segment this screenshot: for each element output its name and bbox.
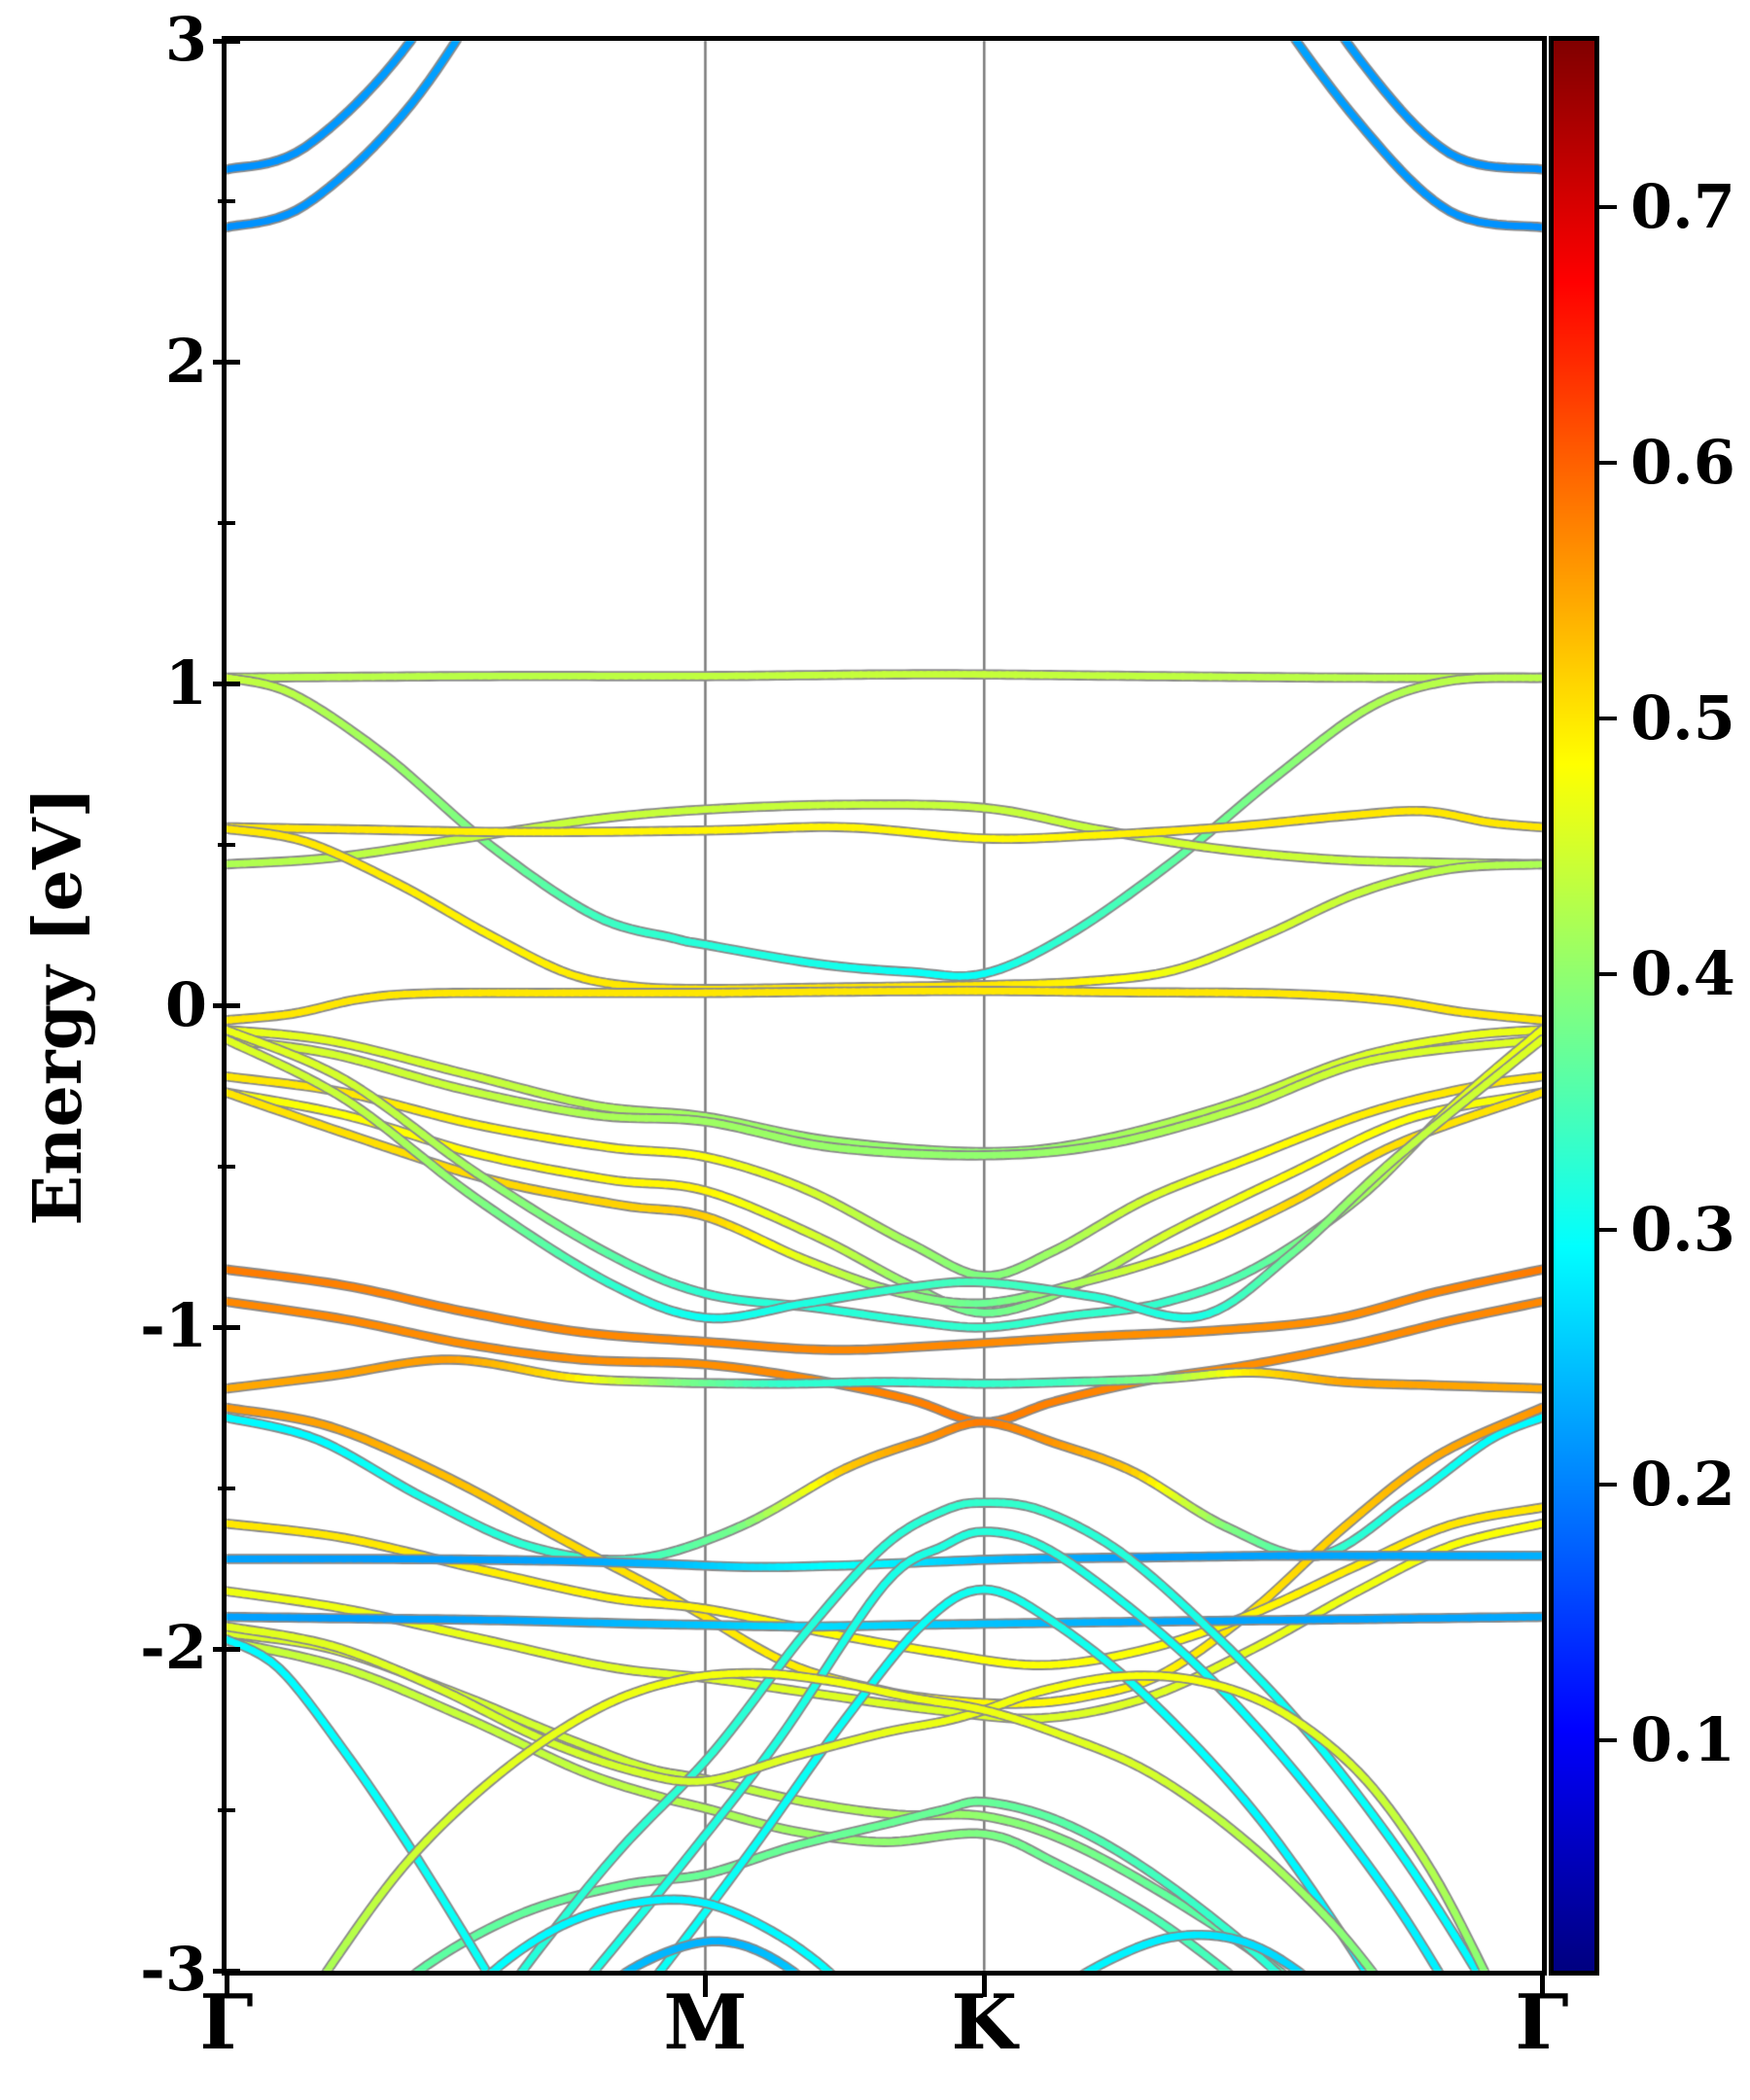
- x-tick-label-Γ: Γ: [1515, 1978, 1569, 2067]
- colorbar-tick: [1599, 971, 1617, 976]
- x-tick: [981, 1974, 987, 1997]
- colorbar-tick-label: 0.1: [1630, 1704, 1735, 1776]
- x-tick-label-K: K: [951, 1978, 1018, 2067]
- colorbar-tick-label: 0.5: [1630, 682, 1735, 753]
- x-tick-label-Γ: Γ: [199, 1978, 254, 2067]
- colorbar-tick-label: 0.4: [1630, 937, 1735, 1009]
- y-major-tick: [213, 1968, 240, 1974]
- y-major-tick: [213, 682, 240, 687]
- y-minor-tick: [218, 1164, 235, 1169]
- colorbar-tick-label: 0.2: [1630, 1449, 1735, 1521]
- y-tick-label: 3: [164, 3, 207, 75]
- y-major-tick: [213, 1324, 240, 1330]
- x-tick-label-M: M: [663, 1978, 748, 2067]
- y-axis-title: Energy [eV]: [19, 786, 97, 1226]
- y-tick-label: -3: [140, 1933, 207, 2005]
- colorbar: [1549, 36, 1599, 1976]
- y-tick-label: 0: [164, 968, 207, 1040]
- y-major-tick: [213, 1003, 240, 1008]
- y-tick-label: -2: [140, 1611, 207, 1683]
- y-minor-tick: [218, 843, 235, 848]
- y-minor-tick: [218, 521, 235, 526]
- y-tick-label: -1: [140, 1290, 207, 1362]
- colorbar-tick: [1599, 204, 1617, 209]
- y-tick-label: 1: [164, 647, 207, 718]
- colorbar-tick: [1599, 460, 1617, 465]
- x-tick: [702, 1974, 708, 1997]
- colorbar-tick-label: 0.7: [1630, 170, 1735, 242]
- colorbar-tick-label: 0.3: [1630, 1193, 1735, 1265]
- y-minor-tick: [218, 1807, 235, 1812]
- colorbar-tick: [1599, 1483, 1617, 1488]
- y-major-tick: [213, 1646, 240, 1652]
- y-major-tick: [213, 360, 240, 366]
- y-minor-tick: [218, 199, 235, 204]
- colorbar-tick: [1599, 1227, 1617, 1232]
- colorbar-tick: [1599, 1738, 1617, 1743]
- y-tick-label: 2: [164, 325, 207, 397]
- y-minor-tick: [218, 1486, 235, 1490]
- colorbar-tick: [1599, 716, 1617, 720]
- x-tick: [1539, 1974, 1545, 1997]
- colorbar-tick-label: 0.6: [1630, 426, 1735, 498]
- y-major-tick: [213, 38, 240, 44]
- x-tick: [224, 1974, 229, 1997]
